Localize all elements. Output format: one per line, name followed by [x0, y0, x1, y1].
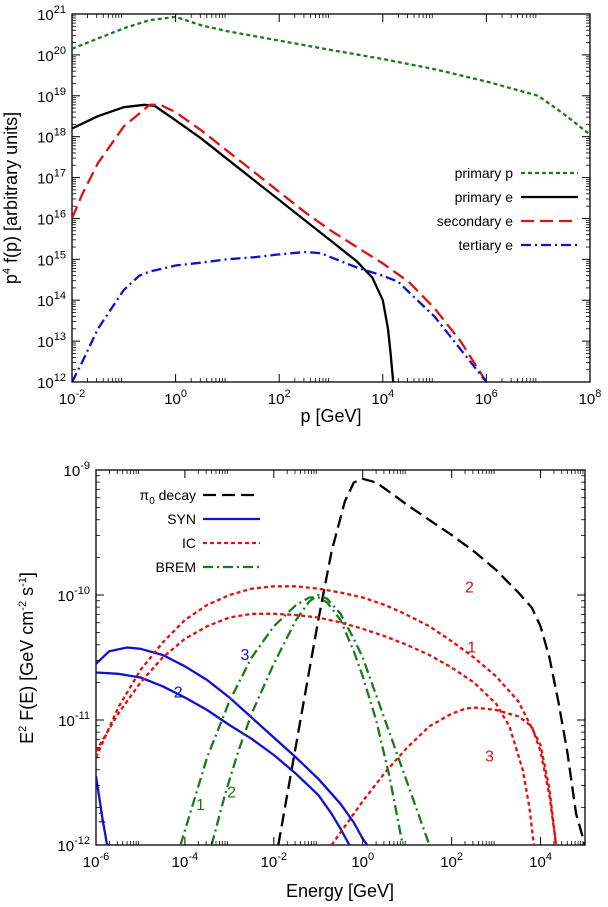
x-tick-label: 102 — [440, 851, 463, 871]
top-series-group — [72, 15, 590, 382]
x-tick-label: 102 — [268, 388, 291, 408]
legend-label: π0 decay — [140, 487, 196, 507]
y-tick-label: 10-9 — [64, 460, 90, 480]
legend-label: tertiary e — [459, 237, 514, 253]
bottom-x-axis-label: Energy [GeV] — [286, 881, 394, 901]
x-tick-label: 10-6 — [83, 851, 109, 871]
bottom-plot-frame — [95, 469, 586, 846]
y-tick-label: 1012 — [37, 372, 66, 392]
y-tick-label: 1016 — [37, 208, 66, 228]
series-line-syn2 — [96, 671, 351, 845]
series-line-syn1 — [96, 776, 110, 845]
legend-label: primary p — [455, 165, 514, 181]
legend-label: IC — [182, 535, 196, 551]
series-line-tertiary-e — [72, 250, 488, 382]
x-tick-label: 10-2 — [261, 851, 287, 871]
y-tick-label: 10-11 — [58, 710, 90, 730]
top-ticks: 10-2 100 102 104 106 108 1012 1013 1014 1015 1016 1… — [37, 4, 601, 408]
series-line-primary-p — [72, 15, 590, 136]
bottom-series-group — [96, 477, 585, 845]
x-tick-label: 108 — [579, 388, 602, 408]
x-tick-label: 100 — [351, 851, 374, 871]
series-line-syn3 — [96, 646, 369, 845]
bottom-chart: 10-6 10-4 10-2 100 102 104 10-12 10-11 10-10 10-9… — [17, 460, 586, 901]
y-tick-label: 1017 — [37, 168, 66, 188]
top-chart: 10-2 100 102 104 106 108 1012 1013 1014 1015 1016 1… — [1, 4, 601, 426]
top-plot-frame — [71, 13, 591, 383]
legend-label: primary e — [455, 189, 514, 205]
x-tick-label: 104 — [529, 851, 552, 871]
y-tick-label: 1014 — [37, 290, 66, 310]
y-tick-label: 10-12 — [57, 835, 90, 855]
y-tick-label: 1013 — [37, 331, 66, 351]
bottom-annotations: 1 2 3 2 1 3 1 2 — [97, 580, 494, 827]
series-line-pi0 — [277, 477, 585, 845]
curve-annotation: 1 — [467, 640, 476, 657]
curve-annotation: 1 — [196, 797, 205, 814]
legend-label: BREM — [156, 559, 196, 575]
series-line-ic3 — [330, 706, 558, 845]
y-tick-label: 1015 — [37, 249, 66, 269]
series-line-ic1 — [96, 612, 536, 845]
curve-annotation: 2 — [174, 685, 183, 702]
y-tick-label: 1021 — [37, 4, 66, 24]
series-line-brem2 — [210, 593, 431, 845]
series-line-secondary-e — [72, 103, 488, 382]
curve-annotation: 2 — [227, 785, 236, 802]
x-tick-label: 104 — [371, 388, 394, 408]
y-tick-label: 10-10 — [57, 585, 90, 605]
y-tick-label: 1020 — [37, 45, 66, 65]
curve-annotation: 2 — [465, 580, 474, 597]
top-y-axis-label: p4 f(p) [arbitrary units] — [1, 112, 21, 284]
top-x-axis-label: p [GeV] — [300, 406, 361, 426]
legend-label: SYN — [167, 511, 196, 527]
x-tick-label: 106 — [475, 388, 498, 408]
y-tick-label: 1019 — [37, 86, 66, 106]
curve-annotation: 1 — [97, 810, 106, 827]
bottom-legend: π0 decay SYN IC BREM — [140, 487, 260, 575]
x-tick-label: 10-4 — [172, 851, 198, 871]
series-line-ic2 — [96, 585, 558, 845]
series-line-brem1 — [179, 596, 404, 845]
x-tick-label: 10-2 — [59, 388, 85, 408]
bottom-y-axis-label: E2 F(E) [GeV cm-2 s-1] — [17, 572, 37, 744]
y-tick-label: 1018 — [37, 127, 66, 147]
curve-annotation: 3 — [240, 647, 249, 664]
series-line-primary-e — [72, 103, 395, 382]
legend-label: secondary e — [437, 213, 513, 229]
bottom-ticks: 10-6 10-4 10-2 100 102 104 10-12 10-11 10-10 10-9 — [57, 460, 585, 871]
x-tick-label: 100 — [164, 388, 187, 408]
top-legend: primary p primary e secondary e tertiary e — [437, 165, 578, 253]
curve-annotation: 3 — [485, 748, 494, 765]
